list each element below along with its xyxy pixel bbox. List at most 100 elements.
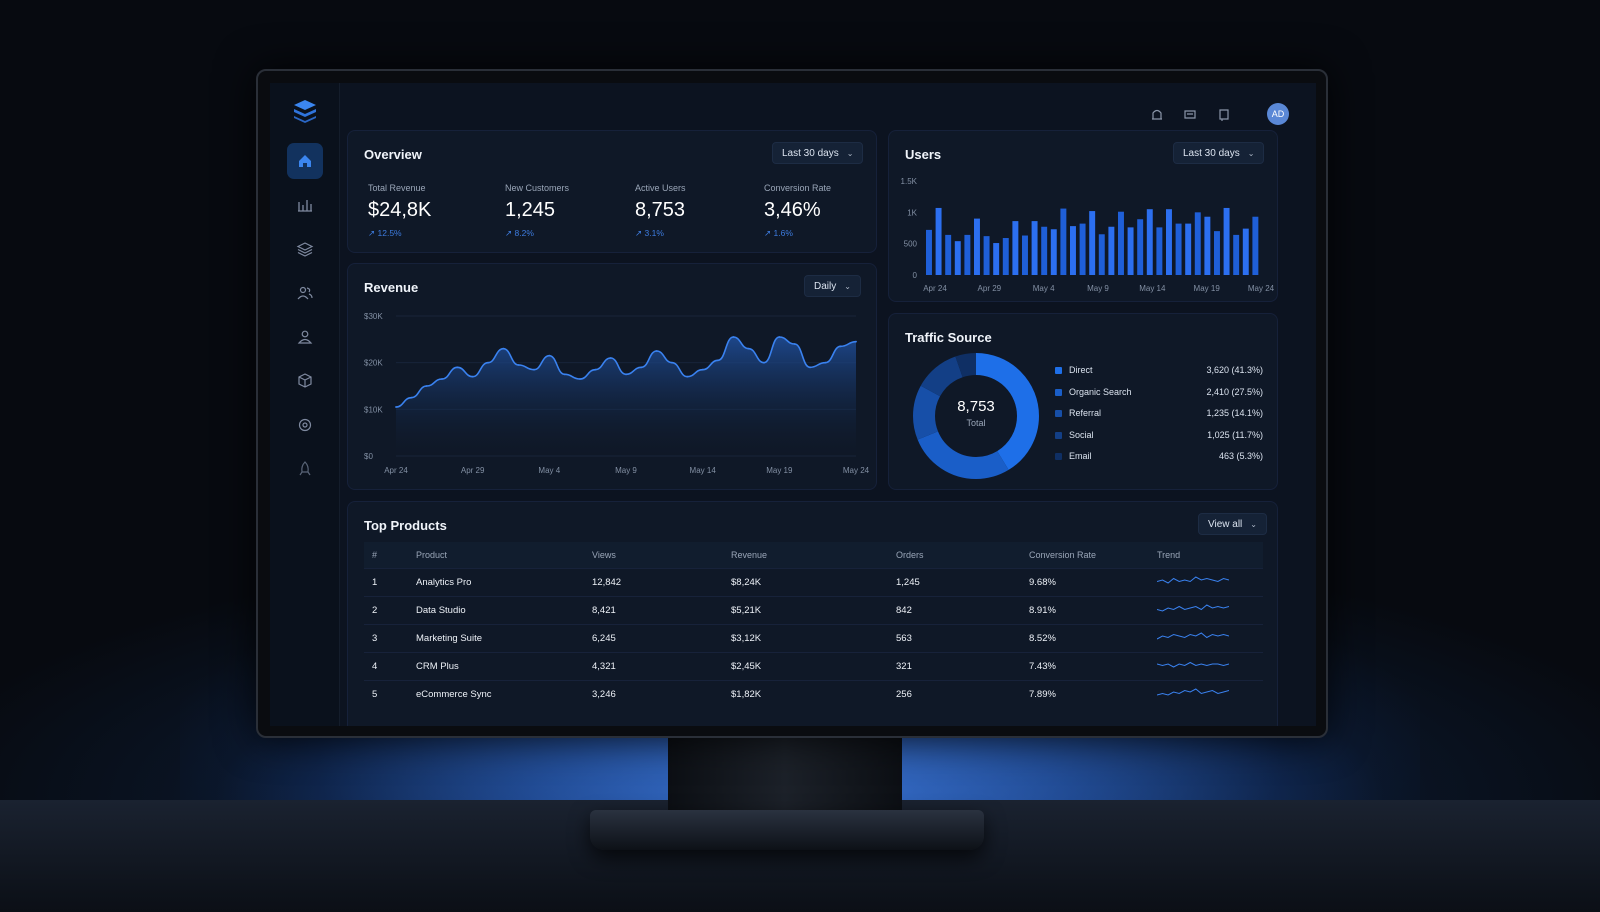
- revenue-point: [640, 366, 643, 369]
- sidebar-item-analytics[interactable]: [287, 187, 323, 223]
- revenue-point: [609, 357, 612, 359]
- revenue-point: [563, 373, 566, 376]
- revenue-point: [548, 354, 551, 357]
- cubes-icon: [298, 373, 312, 388]
- revenue-point: [732, 336, 735, 338]
- revenue-range-dropdown[interactable]: Daily ⌄: [804, 275, 861, 297]
- revenue-point: [410, 396, 413, 399]
- column-header[interactable]: Conversion Rate: [1021, 542, 1149, 568]
- legend-swatch: [1055, 453, 1062, 460]
- cell-views: 6,245: [584, 623, 723, 652]
- table-row[interactable]: 4 CRM Plus 4,321 $2,45K 321 7.43%: [364, 651, 1263, 680]
- table-row[interactable]: 3 Marketing Suite 6,245 $3,12K 563 8.52%: [364, 623, 1263, 652]
- cell-product: Marketing Suite: [408, 623, 584, 652]
- cell-revenue: $1,82K: [723, 679, 888, 708]
- sidebar-item-layers[interactable]: [287, 231, 323, 267]
- view-all-label: View all: [1208, 518, 1243, 530]
- revenue-point: [502, 347, 505, 350]
- revenue-point: [625, 373, 627, 376]
- legend-label: Social: [1069, 429, 1094, 440]
- kpi-change-value: 1.6%: [773, 228, 793, 238]
- legend-swatch: [1055, 410, 1062, 417]
- donut-slice: [913, 353, 1039, 479]
- legend-label: Direct: [1069, 365, 1093, 375]
- cell-trend: [1149, 567, 1263, 596]
- notification-icon[interactable]: [1149, 107, 1165, 123]
- rocket-icon: [299, 461, 311, 476]
- column-header[interactable]: Views: [584, 542, 723, 568]
- x-tick-label: Apr 29: [461, 466, 485, 475]
- bookmark-icon[interactable]: [1216, 107, 1232, 123]
- overview-range-dropdown[interactable]: Last 30 days ⌄: [772, 142, 864, 164]
- revenue-point: [839, 345, 842, 348]
- users-icon: [297, 286, 313, 300]
- message-icon[interactable]: [1182, 107, 1198, 123]
- column-header[interactable]: Trend: [1149, 542, 1263, 568]
- revenue-point: [655, 350, 658, 352]
- trend-up-icon: ↗: [505, 228, 513, 238]
- users-range-dropdown[interactable]: Last 30 days ⌄: [1173, 142, 1265, 164]
- kpi-change-value: 3.1%: [644, 228, 664, 238]
- revenue-point: [533, 368, 535, 371]
- users-bar: [1002, 238, 1009, 275]
- cell-trend: [1149, 623, 1263, 652]
- users-bar: [1175, 223, 1182, 275]
- revenue-point: [793, 343, 796, 345]
- cell-conversion: 7.89%: [1021, 679, 1149, 708]
- cell-orders: 842: [888, 595, 1021, 624]
- x-tick-label: May 14: [1139, 284, 1166, 293]
- y-tick-label: 0: [913, 271, 918, 280]
- users-bar: [1098, 234, 1105, 275]
- kpi-value: $24,8K: [368, 199, 432, 221]
- kpi-change: ↗ 1.6%: [764, 228, 831, 239]
- home-icon: [299, 155, 311, 167]
- users-bar: [964, 234, 971, 275]
- trend-sparkline: [1156, 575, 1230, 584]
- legend-value: 1,235 (14.1%): [1206, 408, 1263, 418]
- table-row[interactable]: 5 eCommerce Sync 3,246 $1,82K 256 7.89%: [364, 679, 1263, 708]
- revenue-point: [686, 375, 689, 378]
- users-bar: [954, 241, 961, 275]
- revenue-point: [395, 406, 397, 408]
- sidebar-item-rocket[interactable]: [287, 451, 323, 487]
- sidebar-item-users[interactable]: [287, 275, 323, 311]
- users-bar: [1204, 216, 1211, 275]
- table-row[interactable]: 2 Data Studio 8,421 $5,21K 842 8.91%: [364, 595, 1263, 624]
- legend-value: 3,620 (41.3%): [1206, 365, 1263, 375]
- users-bar: [1252, 216, 1259, 275]
- kpi-value: 3,46%: [764, 199, 821, 221]
- cell-product: CRM Plus: [408, 651, 584, 680]
- avatar[interactable]: AD: [1267, 103, 1289, 125]
- sidebar-item-cubes[interactable]: [287, 363, 323, 399]
- column-header[interactable]: Revenue: [723, 542, 888, 568]
- cell-views: 4,321: [584, 651, 723, 680]
- cell-rank: 1: [364, 567, 408, 596]
- kpi-label: Active Users: [635, 183, 686, 193]
- sidebar-item-home[interactable]: [287, 143, 323, 179]
- revenue-point: [747, 347, 750, 350]
- trend-sparkline: [1156, 661, 1230, 668]
- column-header[interactable]: Orders: [888, 542, 1021, 568]
- traffic-total-label: Total: [966, 418, 986, 428]
- sidebar-item-settings[interactable]: [287, 407, 323, 443]
- revenue-point: [855, 340, 857, 343]
- revenue-point: [701, 368, 704, 371]
- legend-value: 463 (5.3%): [1218, 451, 1263, 461]
- contacts-icon: [297, 330, 313, 344]
- legend-item: Social 1,025 (11.7%): [1055, 429, 1263, 443]
- revenue-point: [517, 364, 520, 366]
- table-row[interactable]: 1 Analytics Pro 12,842 $8,24K 1,245 9.68%: [364, 567, 1263, 596]
- kpi-1: New Customers 1,245 ↗ 8.2%: [505, 183, 569, 239]
- sidebar-item-contacts[interactable]: [287, 319, 323, 355]
- y-tick-label: $30K: [364, 312, 383, 321]
- y-tick-label: 1.5K: [901, 177, 918, 186]
- cell-views: 8,421: [584, 595, 723, 624]
- cell-rank: 2: [364, 595, 408, 624]
- users-bar: [1118, 211, 1124, 275]
- legend-label: Referral: [1069, 408, 1102, 418]
- users-bar: [1031, 221, 1038, 275]
- cell-revenue: $8,24K: [723, 567, 888, 596]
- column-header[interactable]: Product: [408, 542, 584, 568]
- column-header[interactable]: #: [364, 542, 408, 568]
- view-all-dropdown[interactable]: View all ⌄: [1198, 513, 1267, 535]
